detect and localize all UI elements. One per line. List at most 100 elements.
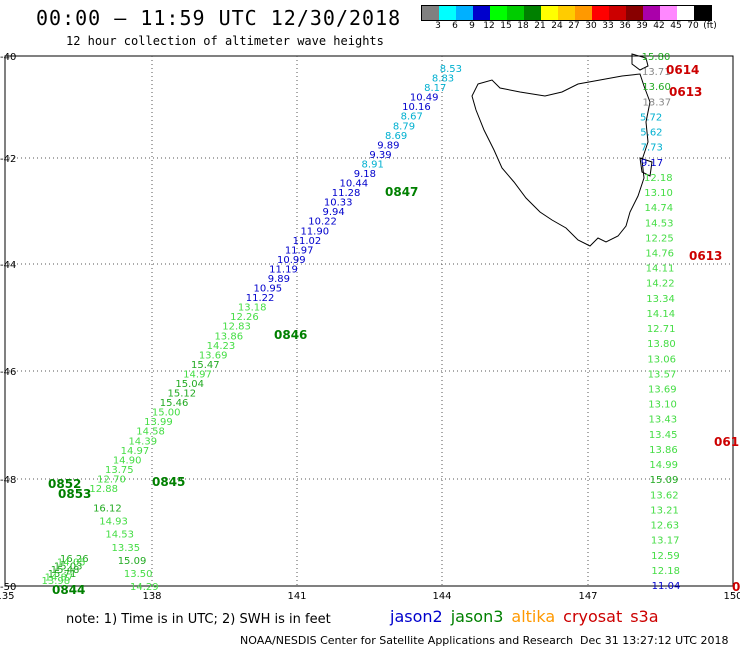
wave-height-reading: 10.49 xyxy=(410,93,439,104)
colorbar-tick-label: 70 xyxy=(687,21,699,31)
colorbar-tick-label: 18 xyxy=(517,21,529,31)
wave-height-reading: 14.99 xyxy=(649,460,678,471)
colorbar-swatch xyxy=(694,6,711,20)
wave-height-reading: 8.83 xyxy=(432,74,454,85)
colorbar-tick-label: 21 xyxy=(534,21,546,31)
wave-height-reading: 16.12 xyxy=(93,504,122,515)
latitude-label: -46 xyxy=(0,367,16,378)
wave-height-reading: 15.00 xyxy=(152,408,181,419)
colorbar-tick-label: 3 xyxy=(435,21,441,31)
colorbar-tick-label: 36 xyxy=(619,21,631,31)
colorbar-swatch xyxy=(490,6,507,20)
colorbar-tick-label: 42 xyxy=(653,21,665,31)
wave-height-reading: 14.93 xyxy=(99,517,128,528)
colorbar-ticks: 3 6 9 12 15 18 21 24 27 30 33 36 39 42 45 70 (ft) xyxy=(421,21,727,33)
wave-height-reading: 14.87 xyxy=(45,572,74,583)
wave-height-reading: 15.47 xyxy=(191,360,220,371)
latitude-label: -48 xyxy=(0,475,16,486)
latitude-label: -44 xyxy=(0,260,16,271)
wave-height-reading: 14.53 xyxy=(105,530,134,541)
latitude-label: -40 xyxy=(0,52,16,63)
colorbar-tick-label: 12 xyxy=(483,21,495,31)
map-grid xyxy=(5,56,733,586)
wave-height-reading: 11.04 xyxy=(652,581,681,592)
tasmania-coastline xyxy=(471,53,653,247)
wave-height-reading: 13.60 xyxy=(642,82,671,93)
wave-height-reading: 16.26 xyxy=(60,554,89,565)
colorbar-tick-label: (ft) xyxy=(703,21,717,31)
wave-height-reading: 12.71 xyxy=(647,324,676,335)
pass-time-label: 0852 xyxy=(48,477,81,491)
colorbar-swatch xyxy=(507,6,524,20)
wave-height-reading: 15.71 xyxy=(48,569,77,580)
wave-height-reading: 14.23 xyxy=(207,341,236,352)
pass-time-label: 0613 xyxy=(689,249,722,263)
wave-height-reading: 15.12 xyxy=(168,389,197,400)
wave-height-reading: 7.73 xyxy=(641,143,663,154)
wave-height-reading: 11.97 xyxy=(285,245,314,256)
wave-height-reading: 14.74 xyxy=(645,203,674,214)
units-note: note: 1) Time is in UTC; 2) SWH is in fe… xyxy=(66,612,331,627)
pass-time-label: 0 xyxy=(732,580,740,594)
colorbar-swatch xyxy=(592,6,609,20)
wave-height-reading: 14.76 xyxy=(645,248,674,259)
colorbar-swatch xyxy=(422,6,439,20)
wave-height-reading: 11.22 xyxy=(246,293,275,304)
wave-height-reading: 14.22 xyxy=(646,279,675,290)
latitude-label: -42 xyxy=(0,154,16,165)
wave-height-reading: 14.97 xyxy=(183,369,212,380)
colorbar-swatch xyxy=(626,6,643,20)
wave-height-reading: 11.28 xyxy=(332,188,361,199)
wave-height-reading: 10.99 xyxy=(277,255,306,266)
pass-time-label: 061 xyxy=(714,435,739,449)
wave-height-reading: 8.69 xyxy=(385,131,407,142)
pass-time-label: 0614 xyxy=(666,63,699,77)
longitude-label: 138 xyxy=(142,591,161,602)
legend-entry-jason2: jason2 xyxy=(390,607,443,626)
wave-height-reading: 8.17 xyxy=(424,83,446,94)
colorbar-swatch xyxy=(524,6,541,20)
wave-height-reading: 14.11 xyxy=(646,264,675,275)
footer-credit: NOAA/NESDIS Center for Satellite Applica… xyxy=(240,634,574,647)
colorbar-swatch xyxy=(541,6,558,20)
wave-height-reading: 13.17 xyxy=(651,536,680,547)
wave-height-reading: 8.67 xyxy=(401,112,423,123)
wave-height-reading: 9.17 xyxy=(641,158,663,169)
wave-height-reading: 15.48 xyxy=(51,565,80,576)
wave-height-reading: 10.44 xyxy=(340,179,369,190)
wave-height-reading: 12.18 xyxy=(651,566,680,577)
longitude-label: 144 xyxy=(432,591,451,602)
wave-height-reading: 13.86 xyxy=(649,445,678,456)
wave-height-reading: 8.79 xyxy=(393,121,415,132)
wave-height-reading: 13.50 xyxy=(124,569,153,580)
wave-height-reading: 13.71 xyxy=(642,67,671,78)
wave-height-reading: 10.16 xyxy=(402,102,431,113)
wave-height-reading: 13.18 xyxy=(238,303,267,314)
island-outline xyxy=(631,53,649,71)
pass-time-label: 0844 xyxy=(52,583,85,597)
wave-height-reading: 9.89 xyxy=(377,140,399,151)
colorbar-tick-label: 15 xyxy=(500,21,512,31)
longitude-label: 150 xyxy=(723,591,740,602)
latitude-label: -50 xyxy=(0,582,16,593)
legend-entry-jason3: jason3 xyxy=(450,607,504,626)
wave-height-reading: 14.29 xyxy=(130,582,159,593)
colorbar-tick-label: 27 xyxy=(568,21,580,31)
wave-height-reading: 11.19 xyxy=(269,264,298,275)
map-frame xyxy=(4,55,734,587)
wave-height-reading: 11.90 xyxy=(300,226,329,237)
wave-height-reading: 15.03 xyxy=(54,561,83,572)
wave-height-reading: 8.91 xyxy=(362,159,384,170)
generated-timestamp: Dec 31 13:27:12 UTC 2018 xyxy=(580,634,729,647)
wave-height-reading: 12.83 xyxy=(222,322,251,333)
wave-height-reading: 13.10 xyxy=(648,400,677,411)
tasmania-outline xyxy=(471,73,651,247)
colorbar-swatch xyxy=(677,6,694,20)
wave-height-reading: 13.69 xyxy=(648,385,677,396)
wave-height-reading: 10.33 xyxy=(324,198,353,209)
wave-height-reading: 14.90 xyxy=(113,455,142,466)
wave-height-reading: 14.05 xyxy=(57,558,86,569)
wave-height-reading: 13.43 xyxy=(649,415,678,426)
wave-height-reading: 8.53 xyxy=(440,64,462,75)
pass-time-label: 0847 xyxy=(385,185,418,199)
